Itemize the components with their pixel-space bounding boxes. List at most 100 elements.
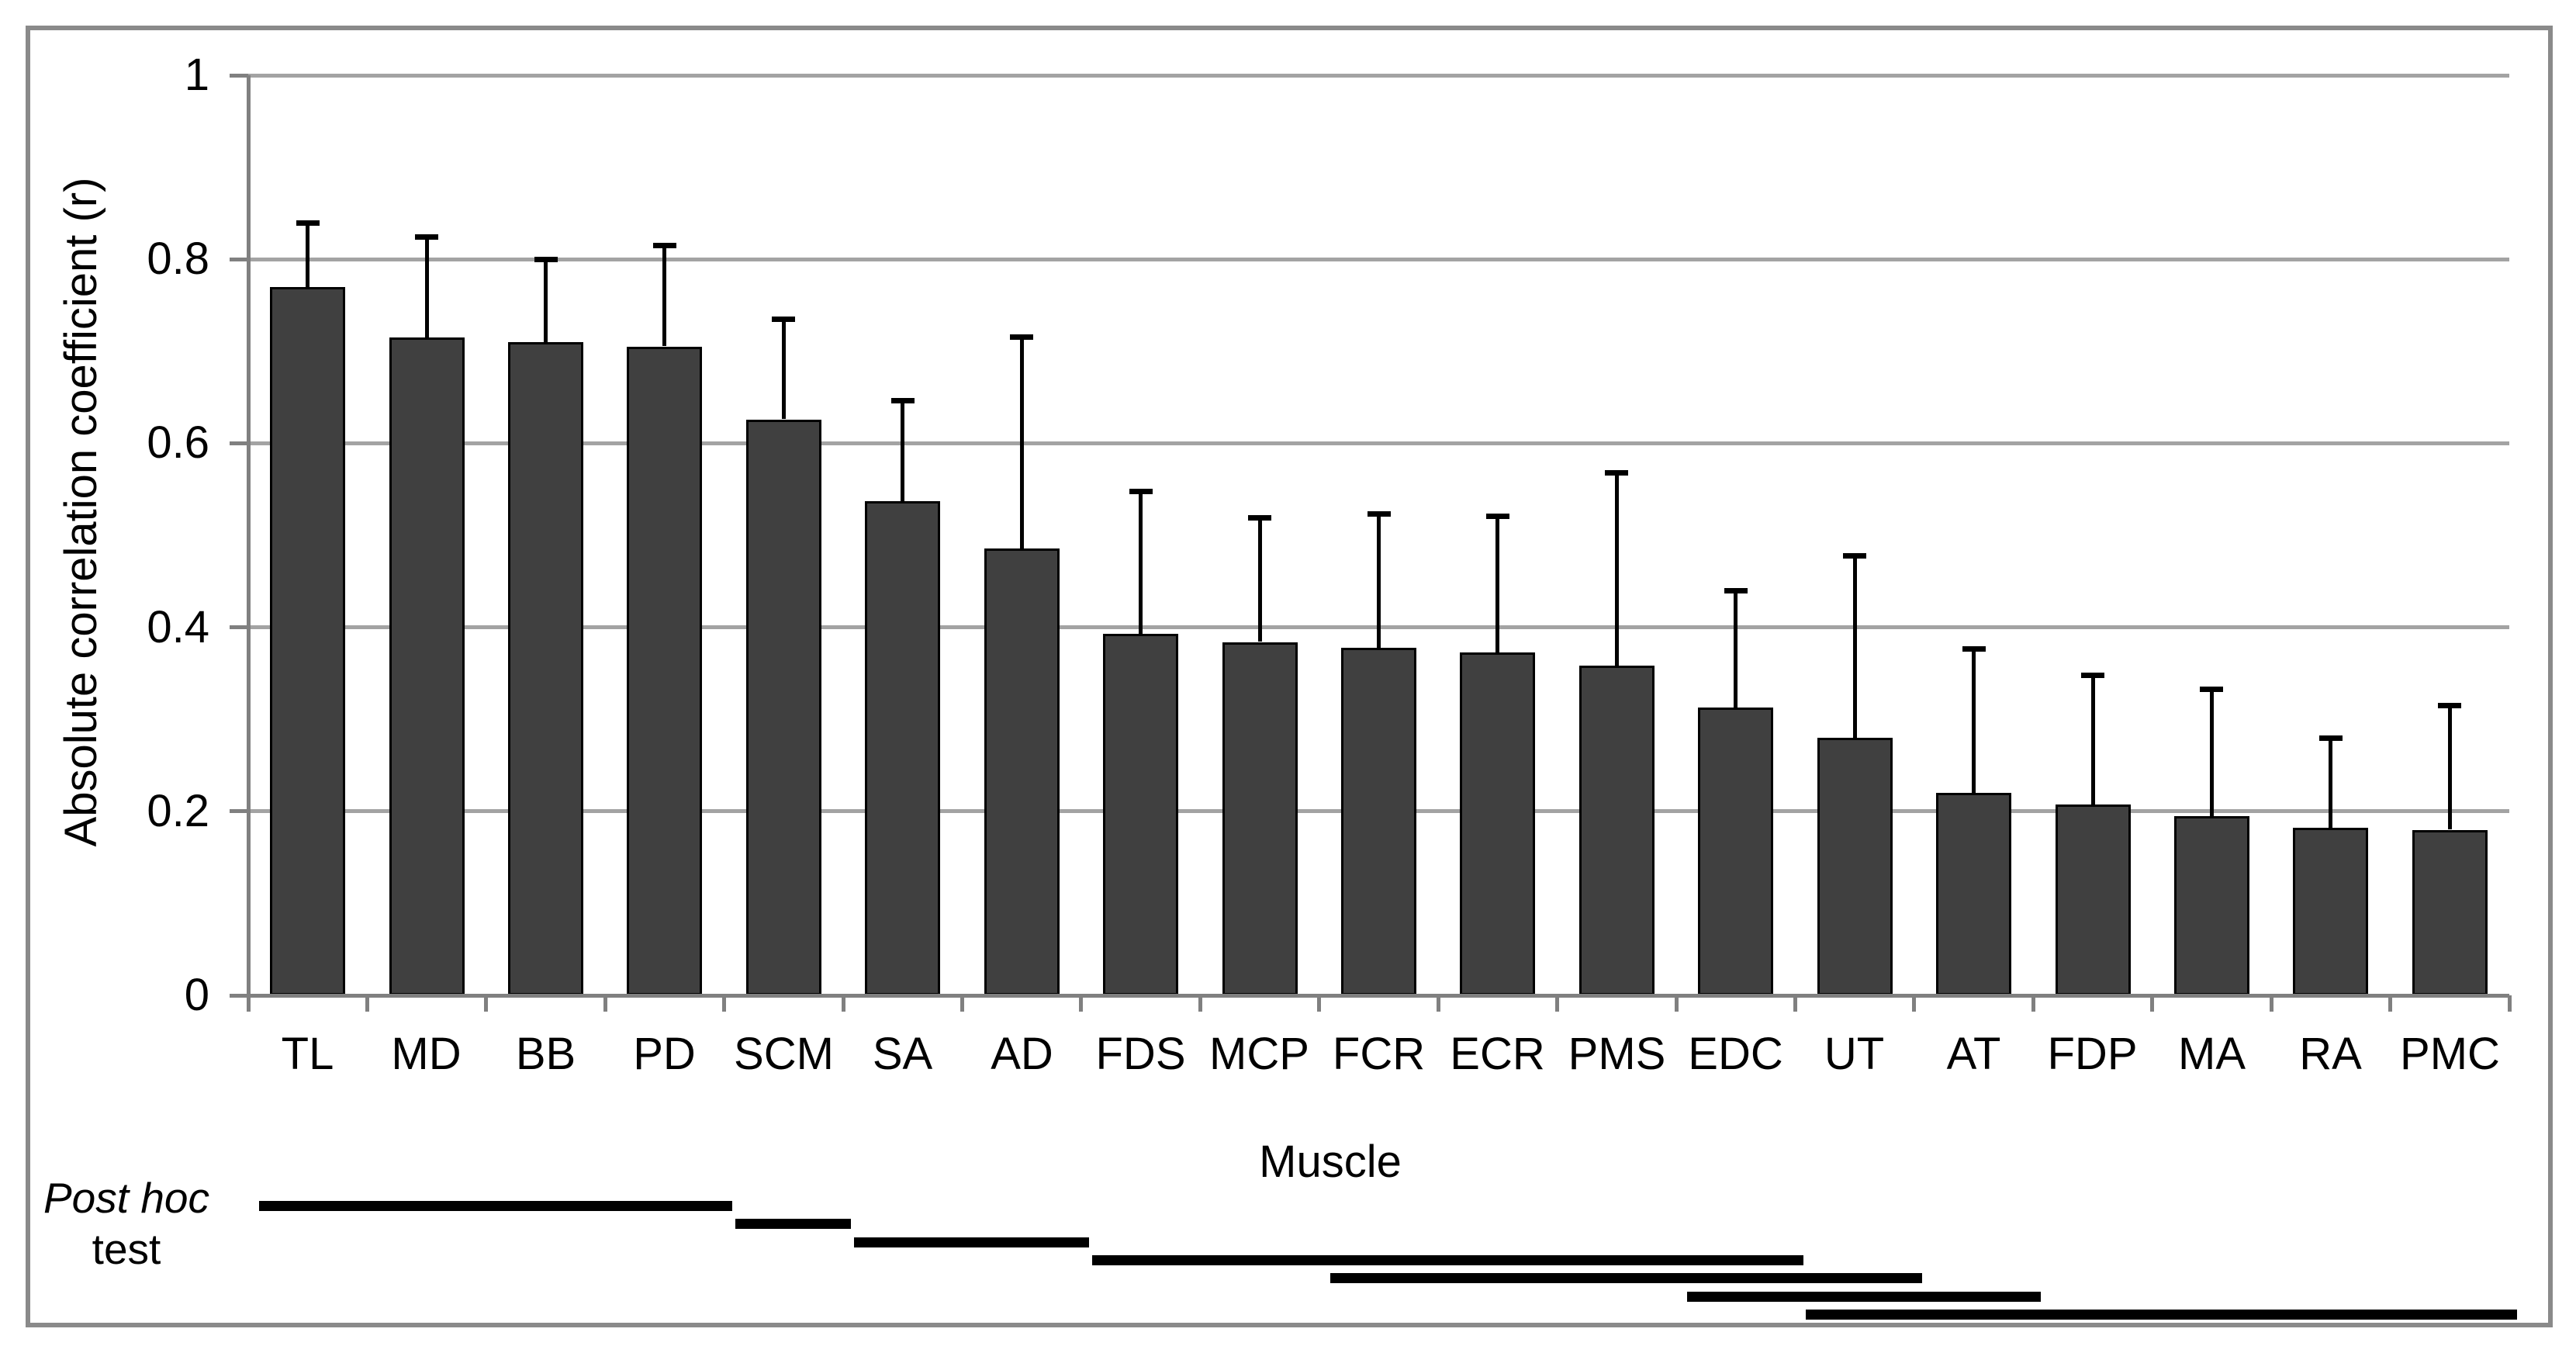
y-axis-tick-0.6	[230, 441, 248, 445]
error-bar-PMC	[2448, 705, 2452, 829]
x-axis-tick-9	[1317, 995, 1321, 1012]
error-bar-AD	[1020, 337, 1024, 548]
error-cap-UT	[1843, 553, 1866, 559]
y-axis-tick-0.2	[230, 809, 248, 813]
post-hoc-line-EDC-AT	[1687, 1292, 2041, 1302]
error-cap-PMS	[1605, 470, 1628, 476]
x-axis-tick-10	[1437, 995, 1440, 1012]
bar-FCR	[1341, 648, 1416, 995]
gridline-y-1	[248, 74, 2509, 78]
x-axis-tick-15	[2031, 995, 2035, 1012]
error-cap-MCP	[1248, 515, 1271, 521]
x-tick-label-MD: MD	[391, 1029, 462, 1079]
y-axis-tick-1	[230, 74, 248, 78]
error-cap-BB	[534, 257, 558, 262]
x-tick-label-MCP: MCP	[1209, 1029, 1309, 1079]
post-hoc-line-FCR-UT	[1330, 1273, 1922, 1283]
x-axis-tick-19	[2508, 995, 2512, 1012]
y-axis-title: Absolute correlation coefficient (r)	[56, 177, 106, 847]
error-bar-ECR	[1495, 516, 1499, 652]
x-tick-label-PD: PD	[633, 1029, 696, 1079]
y-axis-line	[247, 75, 251, 999]
bar-FDP	[2056, 804, 2131, 995]
error-cap-MD	[415, 234, 438, 240]
x-tick-label-EDC: EDC	[1688, 1029, 1783, 1079]
x-axis-tick-18	[2388, 995, 2392, 1012]
bar-MA	[2174, 816, 2249, 995]
y-tick-label-1: 1	[184, 50, 209, 100]
error-cap-SA	[891, 398, 915, 403]
x-axis-tick-12	[1675, 995, 1679, 1012]
x-tick-label-UT: UT	[1824, 1029, 1885, 1079]
post-hoc-line-FDS-EDC	[1092, 1255, 1803, 1265]
x-tick-label-SCM: SCM	[734, 1029, 834, 1079]
error-bar-RA	[2329, 738, 2332, 828]
x-axis-tick-2	[484, 995, 488, 1012]
error-bar-TL	[306, 223, 309, 287]
error-bar-EDC	[1734, 590, 1738, 708]
bar-SCM	[746, 420, 821, 995]
bar-FDS	[1103, 634, 1178, 995]
x-tick-label-BB: BB	[515, 1029, 576, 1079]
bar-BB	[508, 342, 583, 995]
bar-MCP	[1222, 642, 1298, 995]
x-axis-tick-0	[247, 995, 251, 1012]
x-axis-title: Muscle	[1259, 1137, 1402, 1187]
error-bar-SCM	[782, 319, 786, 419]
error-cap-MA	[2200, 687, 2223, 692]
bar-EDC	[1698, 708, 1773, 995]
x-axis-tick-6	[960, 995, 964, 1012]
x-tick-label-PMS: PMS	[1568, 1029, 1666, 1079]
bar-MD	[389, 337, 465, 995]
error-bar-BB	[544, 259, 548, 342]
x-tick-label-SA: SA	[872, 1029, 933, 1079]
error-cap-EDC	[1724, 588, 1748, 593]
error-bar-SA	[901, 400, 904, 501]
post-hoc-label-line2: test	[92, 1225, 161, 1273]
bar-AT	[1936, 793, 2011, 995]
bar-PMC	[2412, 830, 2488, 995]
error-bar-AT	[1972, 649, 1976, 793]
error-cap-ECR	[1486, 514, 1509, 519]
bar-RA	[2293, 828, 2368, 995]
y-tick-label-0.8: 0.8	[147, 234, 209, 284]
x-tick-label-ECR: ECR	[1450, 1029, 1545, 1079]
post-hoc-test-label: Post hoc test	[10, 1172, 243, 1275]
bar-PMS	[1579, 666, 1655, 995]
y-axis-tick-0.4	[230, 625, 248, 629]
x-tick-label-FDS: FDS	[1095, 1029, 1186, 1079]
x-axis-tick-7	[1079, 995, 1083, 1012]
x-axis-tick-17	[2270, 995, 2273, 1012]
gridline-y-0.8	[248, 258, 2509, 261]
error-cap-FDS	[1129, 489, 1153, 494]
y-tick-label-0.2: 0.2	[147, 786, 209, 836]
bar-ECR	[1460, 652, 1535, 995]
x-tick-label-FCR: FCR	[1332, 1029, 1426, 1079]
bar-TL	[270, 287, 345, 995]
y-tick-label-0: 0	[184, 970, 209, 1020]
error-cap-FDP	[2081, 673, 2104, 678]
error-bar-PMS	[1615, 472, 1619, 666]
x-axis-tick-11	[1555, 995, 1559, 1012]
error-bar-PD	[662, 245, 666, 346]
x-tick-label-RA: RA	[2299, 1029, 2362, 1079]
x-axis-tick-3	[603, 995, 607, 1012]
error-cap-TL	[296, 220, 320, 226]
y-tick-label-0.6: 0.6	[147, 417, 209, 468]
post-hoc-line-SCM-SCM	[735, 1219, 851, 1229]
y-axis-tick-0.8	[230, 258, 248, 261]
error-cap-AD	[1010, 334, 1033, 340]
x-axis-tick-14	[1912, 995, 1916, 1012]
x-tick-label-TL: TL	[281, 1029, 334, 1079]
error-bar-FDS	[1139, 491, 1143, 634]
error-bar-MD	[425, 237, 429, 337]
post-hoc-line-SA-AD	[854, 1237, 1089, 1247]
x-axis-tick-16	[2150, 995, 2154, 1012]
post-hoc-label-line1: Post hoc	[43, 1174, 209, 1222]
error-bar-FDP	[2091, 675, 2095, 804]
error-cap-PD	[653, 243, 676, 248]
error-bar-MCP	[1258, 517, 1262, 642]
error-bar-MA	[2210, 689, 2214, 816]
x-tick-label-FDP: FDP	[2047, 1029, 2138, 1079]
